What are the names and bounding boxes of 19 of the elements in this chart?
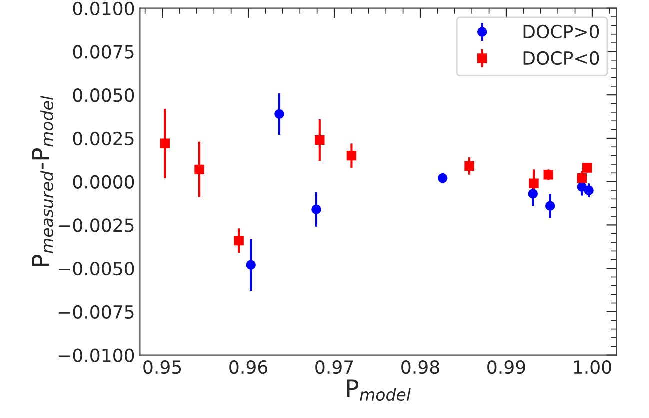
y-tick-label: 0.0100 [73,2,134,16]
x-tick-label: 0.98 [402,360,440,374]
y-tick-label: −0.0075 [58,305,134,320]
x-tick-label: 0.97 [316,360,354,374]
y-tick-label: −0.0100 [58,348,134,362]
legend-label: DOCP<0 [524,51,600,66]
y-tick-label: 0.0050 [73,88,134,102]
y-tick-label: 0.0000 [73,175,134,189]
x-tick-label: 0.99 [488,360,526,374]
y-tick-label: 0.0025 [73,132,134,146]
y-tick-label: 0.0075 [73,45,134,59]
x-tick-label: 0.96 [230,360,268,374]
legend-label: DOCP>0 [524,24,600,39]
y-axis-title: P$_{measured}$-P$_{model}$ [32,96,54,266]
x-axis-title: P$_{model}$ [347,380,411,402]
x-tick-label: 0.95 [144,360,182,374]
y-tick-label: −0.0050 [58,262,134,276]
x-tick-label: 1.00 [574,360,612,374]
y-tick-label: −0.0025 [58,218,134,232]
